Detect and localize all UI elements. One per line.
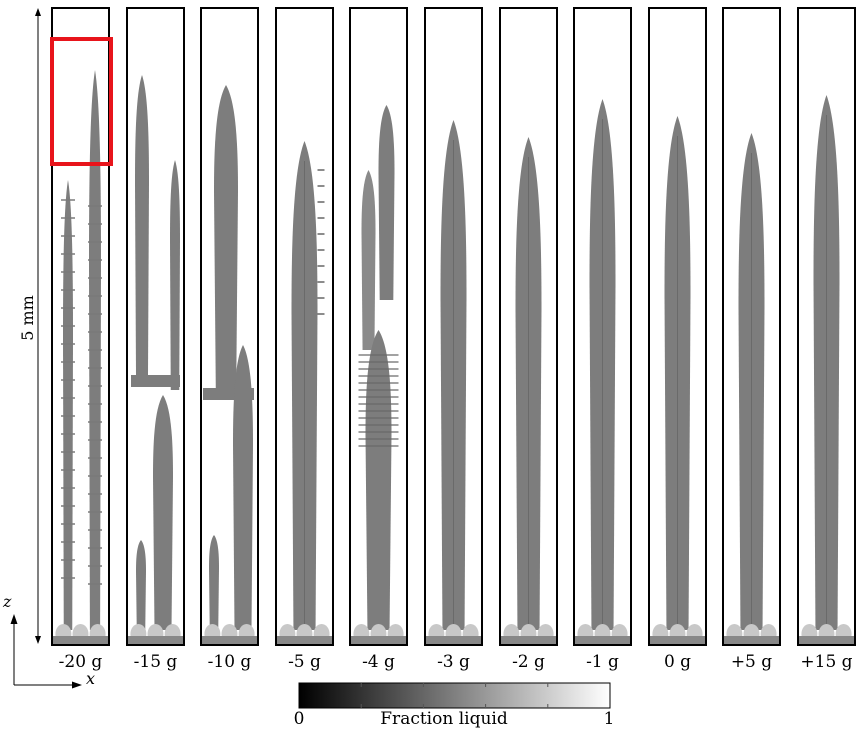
panel-label: -3 g [437, 652, 470, 672]
panel-label: +15 g [800, 652, 852, 672]
panel-frame [51, 7, 110, 646]
panel-frame [722, 7, 781, 646]
panel: -20 g [51, 7, 110, 672]
panel-frame [126, 7, 185, 646]
panel: -15 g [126, 7, 185, 672]
x-axis-label: x [86, 669, 95, 688]
panel: -10 g [200, 7, 259, 672]
panel: +5 g [722, 7, 781, 672]
panel-label: +5 g [731, 652, 772, 672]
panel: +15 g [797, 7, 856, 672]
panel: 0 g [648, 7, 707, 672]
panel: -2 g [499, 7, 558, 672]
panel-label: -5 g [288, 652, 321, 672]
panel-frame [200, 7, 259, 646]
panel-frame [573, 7, 632, 646]
panel: -4 g [349, 7, 408, 672]
colorbar-ticks [360, 683, 549, 708]
panel-frame [349, 7, 408, 646]
colorbar-max-label: 1 [604, 709, 615, 729]
axis-indicator [10, 614, 82, 689]
panel: -1 g [573, 7, 632, 672]
colorbar-gradient [298, 682, 611, 709]
panel-frame [797, 7, 856, 646]
panel-frame [499, 7, 558, 646]
panel-label: 0 g [664, 652, 691, 672]
panel-label: -15 g [134, 652, 178, 672]
panel-label: -4 g [362, 652, 395, 672]
colorbar-min-label: 0 [294, 709, 305, 729]
panel-frame [275, 7, 334, 646]
panel-label: -10 g [208, 652, 252, 672]
colorbar [298, 682, 611, 709]
panel: -5 g [275, 7, 334, 672]
panel-label: -2 g [512, 652, 545, 672]
panel-frame [424, 7, 483, 646]
panel-group: -20 g -15 g -10 g -5 g -4 g -3 g -2 g -1 g 0 g +5… [51, 7, 856, 672]
panel: -3 g [424, 7, 483, 672]
panel-label: -1 g [586, 652, 619, 672]
highlight-box [50, 37, 113, 166]
panel-frame [648, 7, 707, 646]
scale-bar [35, 8, 41, 644]
colorbar-title: Fraction liquid [380, 709, 508, 729]
z-axis-label: z [2, 592, 12, 611]
scale-label: 5 mm [18, 295, 37, 341]
panel-label: -20 g [59, 652, 103, 672]
